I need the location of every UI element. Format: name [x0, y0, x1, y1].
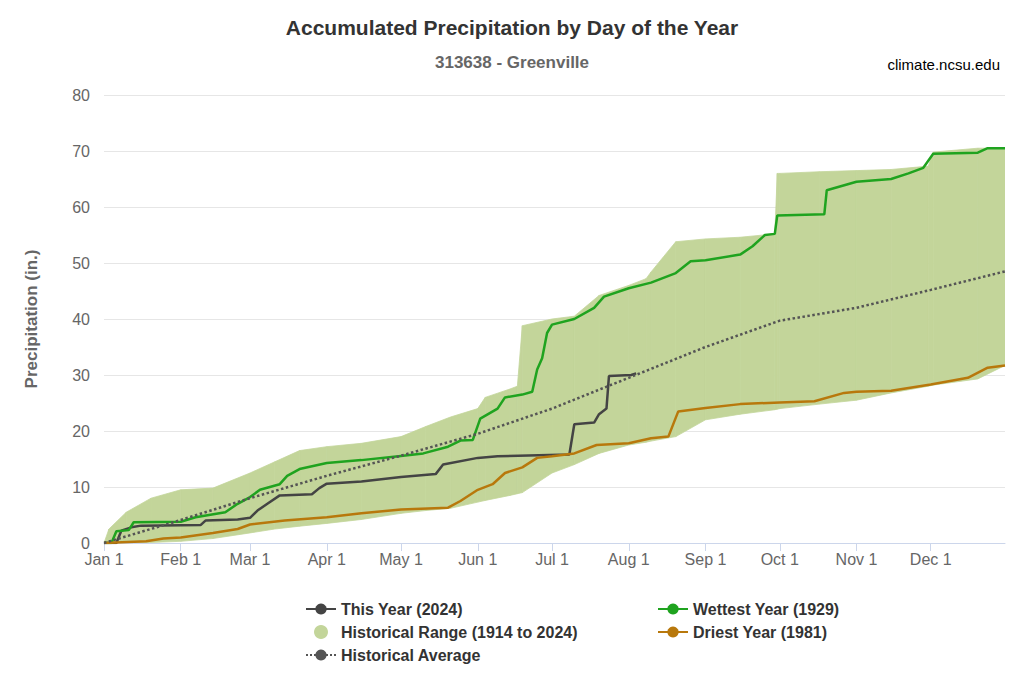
svg-text:This Year (2024): This Year (2024)	[341, 601, 463, 618]
svg-text:0: 0	[81, 535, 90, 552]
svg-text:Historical Range (1914 to 2024: Historical Range (1914 to 2024)	[341, 624, 578, 641]
svg-text:Historical Average: Historical Average	[341, 647, 480, 664]
svg-text:Jun 1: Jun 1	[458, 551, 497, 568]
svg-text:Nov 1: Nov 1	[836, 551, 878, 568]
svg-text:Jan 1: Jan 1	[84, 551, 123, 568]
svg-text:Sep 1: Sep 1	[685, 551, 727, 568]
svg-text:20: 20	[72, 423, 90, 440]
svg-text:Feb 1: Feb 1	[160, 551, 201, 568]
svg-text:40: 40	[72, 311, 90, 328]
svg-text:10: 10	[72, 479, 90, 496]
svg-text:climate.ncsu.edu: climate.ncsu.edu	[887, 56, 1000, 73]
svg-text:Driest Year (1981): Driest Year (1981)	[693, 624, 827, 641]
svg-text:50: 50	[72, 255, 90, 272]
svg-text:60: 60	[72, 199, 90, 216]
svg-text:May 1: May 1	[379, 551, 423, 568]
svg-text:Aug 1: Aug 1	[608, 551, 650, 568]
svg-text:Wettest Year (1929): Wettest Year (1929)	[693, 601, 839, 618]
svg-text:70: 70	[72, 143, 90, 160]
svg-text:Oct 1: Oct 1	[761, 551, 799, 568]
svg-text:Jul 1: Jul 1	[535, 551, 569, 568]
svg-text:30: 30	[72, 367, 90, 384]
svg-text:Dec 1: Dec 1	[910, 551, 952, 568]
svg-text:Accumulated Precipitation by D: Accumulated Precipitation by Day of the …	[286, 16, 738, 39]
svg-text:80: 80	[72, 87, 90, 104]
svg-text:Apr 1: Apr 1	[308, 551, 346, 568]
svg-text:Precipitation (in.): Precipitation (in.)	[22, 250, 41, 389]
svg-text:313638 - Greenville: 313638 - Greenville	[435, 53, 589, 72]
svg-text:Mar 1: Mar 1	[230, 551, 271, 568]
